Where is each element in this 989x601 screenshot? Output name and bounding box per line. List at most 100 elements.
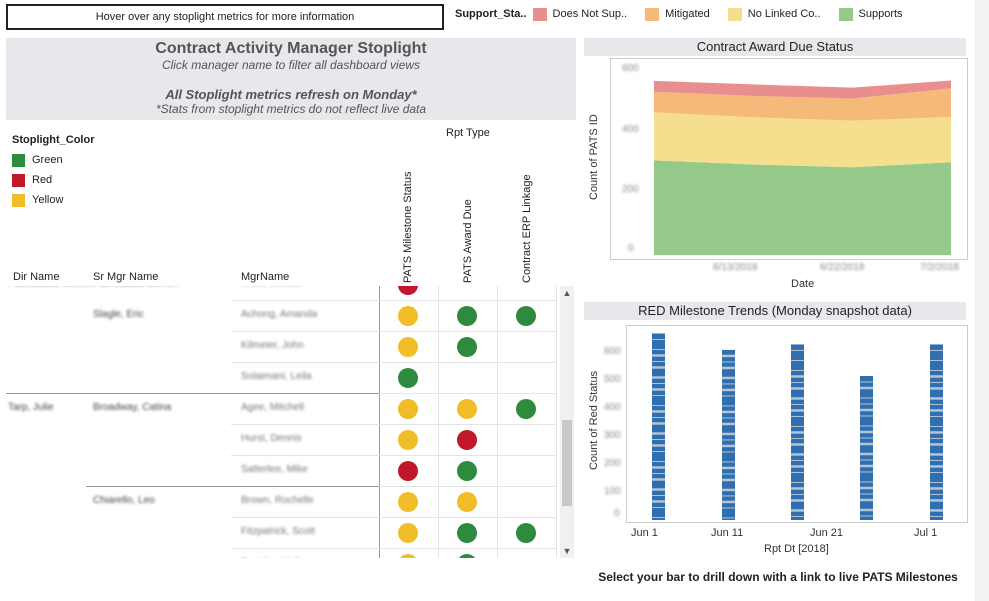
stoplight-dot-red[interactable] xyxy=(457,430,477,450)
mgr-name-cell[interactable]: Satterlee, Mike xyxy=(241,464,308,475)
award-chart[interactable] xyxy=(610,58,968,260)
column-divider xyxy=(379,286,380,558)
stoplight-dot-yellow[interactable] xyxy=(398,492,418,512)
rpt-type-label: Rpt Type xyxy=(446,127,490,139)
legend-swatch xyxy=(645,7,660,21)
stoplight-dot-yellow[interactable] xyxy=(457,492,477,512)
col-header-award-due[interactable]: PATS Award Due xyxy=(462,199,474,283)
mgr-name-cell[interactable]: Achong, Amanda xyxy=(241,309,318,320)
stoplight-dot-yellow[interactable] xyxy=(457,399,477,419)
legend-item-yellow[interactable]: Yellow xyxy=(12,190,95,210)
table-row-divider xyxy=(231,517,556,518)
stoplight-dot-yellow[interactable] xyxy=(398,554,418,558)
stoplight-dot-green[interactable] xyxy=(457,523,477,543)
table-row-divider xyxy=(231,300,556,301)
milestone-xtick: Jun 11 xyxy=(711,527,744,539)
legend-item-green[interactable]: Green xyxy=(12,150,95,170)
award-xtick: 6/22/2018 xyxy=(820,262,865,273)
milestone-xtick: Jul 1 xyxy=(914,527,938,539)
legend-swatch xyxy=(532,7,547,21)
mgr-name-cell[interactable]: Kilmeier, John xyxy=(241,340,304,351)
srmgr-name-cell: Broadway, Catina xyxy=(93,402,172,413)
column-divider xyxy=(556,286,557,558)
milestone-chart[interactable] xyxy=(626,325,968,523)
column-divider xyxy=(497,286,498,558)
legend-item-supports[interactable]: Supports xyxy=(838,7,903,21)
milestone-x-label: Rpt Dt [2018] xyxy=(764,543,829,555)
mgr-name-cell[interactable]: Brown, Rochelle xyxy=(241,495,314,506)
award-ytick: 600 xyxy=(622,63,639,74)
award-chart-svg[interactable] xyxy=(611,59,967,259)
legend-item-no-linked[interactable]: No Linked Co.. xyxy=(727,7,821,21)
hover-hint-text: Hover over any stoplight metrics for mor… xyxy=(95,11,355,23)
table-scrollbar[interactable]: ▲ ▼ xyxy=(560,286,574,558)
mgr-name-cell[interactable]: Solaimani, Leila xyxy=(241,371,312,382)
legend-item-mitigated[interactable]: Mitigated xyxy=(645,7,710,21)
stoplight-dot-yellow[interactable] xyxy=(398,399,418,419)
mgr-name-cell[interactable]: Hurst, Dennis xyxy=(241,433,302,444)
col-header-milestone[interactable]: PATS Milestone Status xyxy=(402,171,414,283)
award-xtick: 7/2/2018 xyxy=(920,262,959,273)
stoplight-dot-green[interactable] xyxy=(457,461,477,481)
stoplight-dot-green[interactable] xyxy=(457,337,477,357)
hover-hint-box: Hover over any stoplight metrics for mor… xyxy=(6,4,444,30)
mgr-name-cell[interactable]: Agee, Mitchell xyxy=(241,402,304,413)
stoplight-dot-red[interactable] xyxy=(398,286,418,295)
scroll-up-icon[interactable]: ▲ xyxy=(562,288,572,298)
dir-name-cell: Patneaude, Steven xyxy=(8,286,93,289)
stoplight-dot-green[interactable] xyxy=(516,523,536,543)
col-header-srmgr[interactable]: Sr Mgr Name xyxy=(93,271,159,283)
legend-label: Does Not Sup.. xyxy=(552,8,628,20)
award-x-label: Date xyxy=(791,278,815,290)
mgr-name-cell[interactable]: Fitzpatrick, Scott xyxy=(241,526,315,537)
legend-swatch xyxy=(838,7,853,21)
page-subtitle: Click manager name to filter all dashboa… xyxy=(161,58,421,72)
table-row-divider xyxy=(231,548,556,549)
legend-swatch xyxy=(12,173,25,187)
milestone-xtick: Jun 1 xyxy=(631,527,658,539)
support-status-legend: Support_Sta.. Does Not Sup.. Mitigated N… xyxy=(455,5,921,23)
stoplight-dot-green[interactable] xyxy=(398,368,418,388)
col-header-mgr[interactable]: MgrName xyxy=(241,271,290,283)
stoplight-dot-red[interactable] xyxy=(398,461,418,481)
table-row-divider xyxy=(231,393,556,394)
legend-item-red[interactable]: Red xyxy=(12,170,95,190)
milestone-ytick: 300 xyxy=(604,430,621,441)
milestone-chart-svg[interactable] xyxy=(627,326,967,522)
award-ytick: 200 xyxy=(622,184,639,195)
stoplight-dot-green[interactable] xyxy=(457,306,477,326)
stats-note: *Stats from stoplight metrics do not ref… xyxy=(155,102,427,116)
legend-swatch xyxy=(12,193,25,207)
table-row-divider xyxy=(231,455,556,456)
award-ytick: 400 xyxy=(622,124,639,135)
milestone-ytick: 600 xyxy=(604,346,621,357)
stoplight-dot-yellow[interactable] xyxy=(398,430,418,450)
column-divider xyxy=(438,286,439,558)
mgr-name-cell[interactable]: Pugsley, Melissa xyxy=(241,557,315,558)
right-edge-bar xyxy=(975,0,989,601)
milestone-y-label: Count of Red Status xyxy=(588,370,600,470)
legend-label: Mitigated xyxy=(665,8,710,20)
stoplight-dot-yellow[interactable] xyxy=(398,306,418,326)
stoplight-dot-green[interactable] xyxy=(516,306,536,326)
area-series-no-linked-co- xyxy=(654,112,951,168)
stoplight-dot-green[interactable] xyxy=(516,399,536,419)
award-ytick: 0 xyxy=(628,243,634,254)
col-header-erp[interactable]: Contract ERP Linkage xyxy=(521,174,533,283)
col-header-dir[interactable]: Dir Name xyxy=(13,271,60,283)
stoplight-dot-yellow[interactable] xyxy=(398,337,418,357)
scroll-down-icon[interactable]: ▼ xyxy=(562,546,572,556)
milestone-chart-title: RED Milestone Trends (Monday snapshot da… xyxy=(584,302,966,320)
legend-item-does-not-support[interactable]: Does Not Sup.. xyxy=(532,7,628,21)
stoplight-legend-title: Stoplight_Color xyxy=(12,134,95,146)
group-divider xyxy=(6,393,379,394)
stoplight-dot-yellow[interactable] xyxy=(398,523,418,543)
scroll-thumb[interactable] xyxy=(562,420,572,506)
support-legend-title[interactable]: Support_Sta.. xyxy=(455,8,527,20)
mgr-name-cell[interactable]: Wille, Michael xyxy=(241,286,303,289)
area-series-mitigated xyxy=(654,88,951,121)
legend-label: Green xyxy=(32,154,63,166)
legend-swatch xyxy=(727,7,742,21)
stoplight-dot-green[interactable] xyxy=(457,554,477,558)
table-row-divider xyxy=(231,424,556,425)
